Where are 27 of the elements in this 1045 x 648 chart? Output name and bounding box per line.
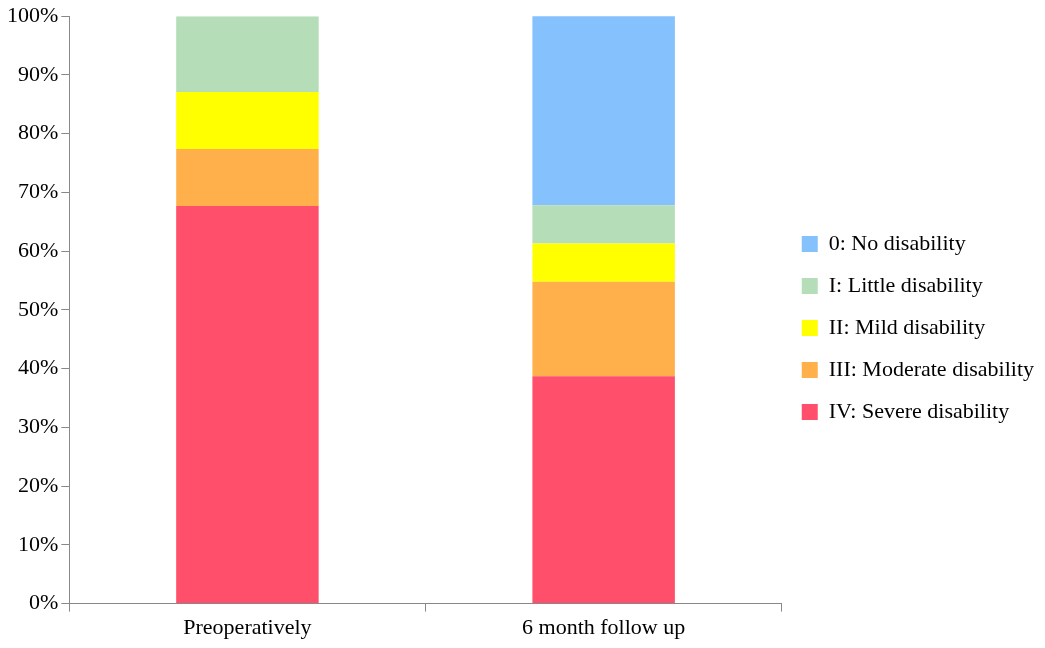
y-tick-label: 70% [18, 178, 59, 204]
legend-label: II: Mild disability [828, 313, 986, 339]
bar [532, 243, 675, 282]
bar [532, 205, 675, 244]
y-tick-label: 30% [18, 413, 59, 439]
legend-label: 0: No disability [828, 229, 966, 255]
bar [176, 148, 319, 206]
y-tick-label: 50% [18, 295, 59, 321]
y-tick-label: 80% [18, 119, 59, 145]
bar [176, 91, 319, 149]
legend-label: III: Moderate disability [828, 355, 1035, 381]
bar [532, 376, 675, 604]
x-tick-label: 6 month follow up [522, 613, 686, 639]
bar [532, 281, 675, 377]
y-tick-label: 60% [18, 236, 59, 262]
y-tick-label: 90% [18, 60, 59, 86]
y-tick-label: 40% [18, 354, 59, 380]
y-tick-label: 20% [18, 471, 59, 497]
bar [532, 16, 675, 206]
bar [176, 16, 319, 92]
y-tick-label: 10% [18, 530, 59, 556]
y-tick-label: 100% [7, 1, 59, 27]
y-tick-label: 0% [29, 589, 59, 615]
bar [176, 205, 319, 604]
x-tick-label: Preoperatively [183, 613, 312, 639]
legend-label: IV: Severe disability [828, 397, 1010, 423]
legend-label: I: Little disability [828, 271, 983, 297]
